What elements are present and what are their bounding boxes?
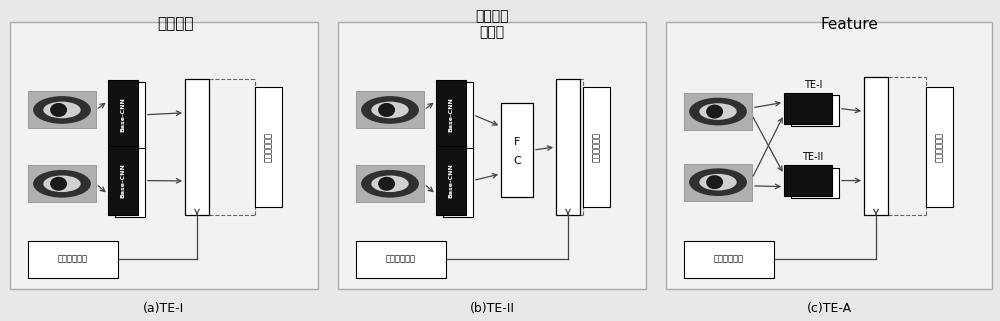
Ellipse shape xyxy=(43,102,81,118)
Ellipse shape xyxy=(699,174,737,190)
Bar xyxy=(443,82,473,152)
Ellipse shape xyxy=(50,177,67,191)
Ellipse shape xyxy=(50,103,67,117)
Ellipse shape xyxy=(33,170,91,198)
Bar xyxy=(436,80,466,149)
Bar xyxy=(784,93,832,124)
Bar xyxy=(356,165,424,202)
Ellipse shape xyxy=(378,103,395,117)
Bar xyxy=(115,148,145,217)
Text: 双眼视线方向: 双眼视线方向 xyxy=(264,132,273,162)
Bar xyxy=(784,165,832,196)
Text: Base-CNN: Base-CNN xyxy=(120,97,126,132)
Ellipse shape xyxy=(33,96,91,124)
Text: 头部角度向量: 头部角度向量 xyxy=(714,255,744,264)
Text: 双眼视线方向: 双眼视线方向 xyxy=(935,132,944,162)
Text: Feature: Feature xyxy=(820,17,878,31)
Text: TE-I: TE-I xyxy=(804,80,822,90)
Bar xyxy=(10,22,318,289)
Bar xyxy=(28,91,96,128)
Text: C: C xyxy=(513,156,521,166)
Bar xyxy=(684,164,752,201)
Ellipse shape xyxy=(43,176,81,192)
Bar xyxy=(115,82,145,152)
Text: TE-II: TE-II xyxy=(802,152,824,162)
Bar xyxy=(28,241,118,278)
Bar xyxy=(28,165,96,202)
Text: Base-CNN: Base-CNN xyxy=(120,163,126,198)
Bar xyxy=(791,95,839,126)
Text: 头部角度向量: 头部角度向量 xyxy=(58,255,88,264)
Bar xyxy=(338,22,646,289)
Bar xyxy=(356,241,446,278)
Ellipse shape xyxy=(361,170,419,198)
Text: 头部角度向量: 头部角度向量 xyxy=(386,255,416,264)
Bar xyxy=(684,93,752,130)
Ellipse shape xyxy=(706,105,723,118)
Ellipse shape xyxy=(378,177,395,191)
Text: F: F xyxy=(514,137,520,147)
Bar xyxy=(185,79,209,215)
Ellipse shape xyxy=(689,168,747,196)
Text: (b)TE-II: (b)TE-II xyxy=(470,302,514,315)
Bar xyxy=(583,87,610,207)
Bar xyxy=(666,22,992,289)
Bar xyxy=(556,79,580,215)
Ellipse shape xyxy=(371,102,409,118)
Bar xyxy=(684,241,774,278)
Bar xyxy=(356,91,424,128)
Bar xyxy=(791,168,839,198)
Bar xyxy=(108,146,138,215)
Bar xyxy=(108,80,138,149)
Text: Base-CNN: Base-CNN xyxy=(449,163,454,198)
Bar xyxy=(864,77,888,215)
Ellipse shape xyxy=(371,176,409,192)
Ellipse shape xyxy=(689,98,747,126)
Text: Base-CNN: Base-CNN xyxy=(449,97,454,132)
Ellipse shape xyxy=(361,96,419,124)
Ellipse shape xyxy=(699,103,737,120)
Bar xyxy=(926,87,953,207)
Bar xyxy=(501,103,533,197)
Text: (c)TE-A: (c)TE-A xyxy=(806,302,852,315)
Text: 双眼相关
性特征: 双眼相关 性特征 xyxy=(475,9,509,39)
Bar xyxy=(443,148,473,217)
Bar xyxy=(436,146,466,215)
Text: (a)TE-I: (a)TE-I xyxy=(143,302,185,315)
Text: 双眼视线方向: 双眼视线方向 xyxy=(592,132,601,162)
Bar xyxy=(255,87,282,207)
Ellipse shape xyxy=(706,175,723,189)
Text: 双眼特征: 双眼特征 xyxy=(157,17,193,31)
